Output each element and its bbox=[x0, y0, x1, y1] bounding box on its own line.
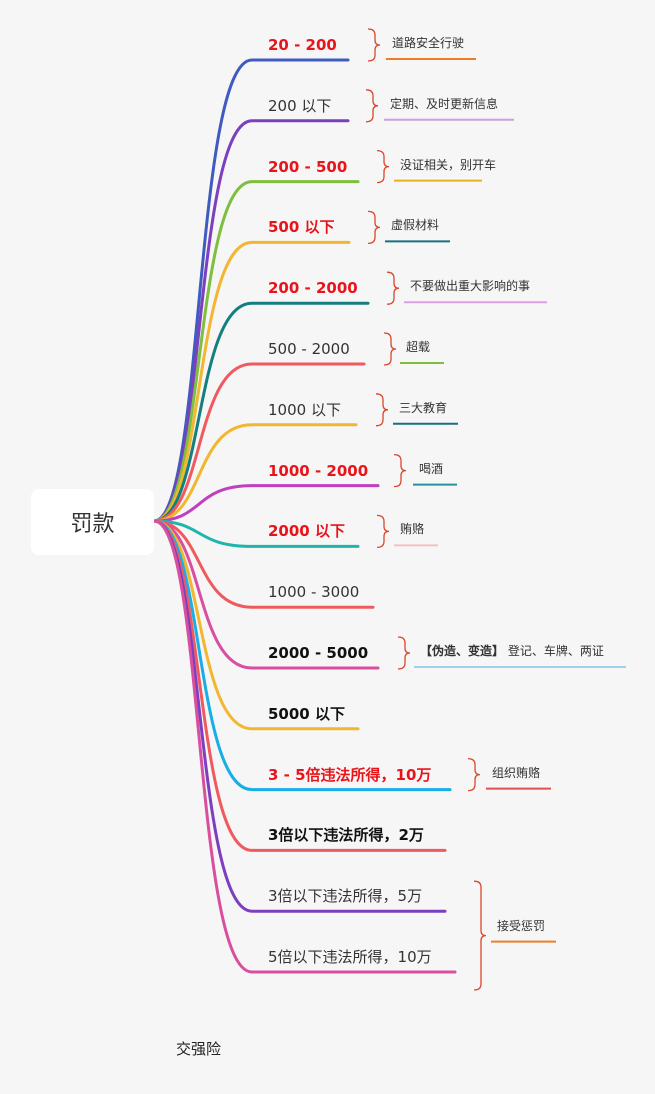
branch-label[interactable]: 1000 以下 bbox=[268, 400, 341, 419]
branch-line bbox=[152, 240, 351, 523]
footer-text: 交强险 bbox=[176, 1040, 222, 1058]
note-text[interactable]: 贿赂 bbox=[400, 522, 425, 537]
brace bbox=[367, 210, 381, 245]
branch-label[interactable]: 1000 - 2000 bbox=[268, 461, 369, 480]
brace bbox=[383, 332, 397, 366]
branch-label[interactable]: 3倍以下违法所得，2万 bbox=[268, 826, 424, 845]
branch-label[interactable]: 500 以下 bbox=[268, 218, 335, 237]
branch-label[interactable]: 3 - 5倍违法所得，10万 bbox=[268, 765, 432, 784]
branch-label[interactable]: 5倍以下违法所得，10万 bbox=[268, 948, 432, 966]
branch-label[interactable]: 200 - 2000 bbox=[268, 279, 358, 298]
brace bbox=[386, 271, 400, 305]
note-text[interactable]: 组织贿赂 bbox=[492, 765, 541, 780]
branch-line bbox=[152, 519, 380, 670]
branch-label[interactable]: 5000 以下 bbox=[268, 704, 345, 723]
branch-label[interactable]: 1000 - 3000 bbox=[268, 583, 360, 602]
note-text[interactable]: 三大教育 bbox=[399, 400, 448, 415]
brace bbox=[376, 514, 390, 549]
branch-line bbox=[152, 180, 360, 523]
brace bbox=[375, 393, 389, 427]
brace bbox=[393, 453, 407, 488]
branch-line bbox=[152, 519, 360, 548]
note-text[interactable]: 定期、及时更新信息 bbox=[390, 96, 499, 111]
branch-line bbox=[152, 519, 457, 974]
branch-label[interactable]: 20 - 200 bbox=[268, 36, 337, 54]
branch-label[interactable]: 2000 - 5000 bbox=[268, 644, 369, 662]
root-label: 罚款 bbox=[70, 512, 115, 537]
branch-line bbox=[152, 484, 380, 523]
brace bbox=[397, 636, 411, 670]
branch-label[interactable]: 2000 以下 bbox=[268, 522, 345, 541]
brace bbox=[467, 757, 481, 792]
brace bbox=[376, 149, 390, 184]
note-text[interactable]: 喝酒 bbox=[419, 461, 444, 476]
branch-line bbox=[152, 301, 370, 523]
branch-label[interactable]: 3倍以下违法所得，5万 bbox=[268, 887, 423, 906]
note-text[interactable]: 道路安全行驶 bbox=[392, 36, 465, 50]
root-node[interactable]: 罚款 bbox=[31, 489, 154, 555]
branch-label[interactable]: 200 以下 bbox=[268, 96, 332, 115]
note-bold-text: 【伪造、变造】 bbox=[420, 644, 505, 658]
branch-line bbox=[152, 423, 358, 523]
note-text[interactable]: 超载 bbox=[406, 340, 431, 354]
note-text[interactable]: 【伪造、变造】 登记、车牌、两证 bbox=[420, 643, 604, 659]
note-plain-text: 登记、车牌、两证 bbox=[504, 644, 604, 658]
note-text[interactable]: 没证相关，别开车 bbox=[400, 157, 497, 172]
note-text[interactable]: 虚假材料 bbox=[391, 218, 440, 233]
branch-line bbox=[152, 519, 375, 609]
brace bbox=[367, 28, 381, 62]
brace bbox=[365, 89, 379, 123]
note-text[interactable]: 接受惩罚 bbox=[497, 918, 546, 933]
brace bbox=[473, 880, 487, 991]
note-text[interactable]: 不要做出重大影响的事 bbox=[410, 279, 531, 294]
branch-label[interactable]: 500 - 2000 bbox=[268, 340, 350, 358]
branch-label[interactable]: 200 - 500 bbox=[268, 157, 348, 176]
branch-line bbox=[152, 362, 366, 523]
